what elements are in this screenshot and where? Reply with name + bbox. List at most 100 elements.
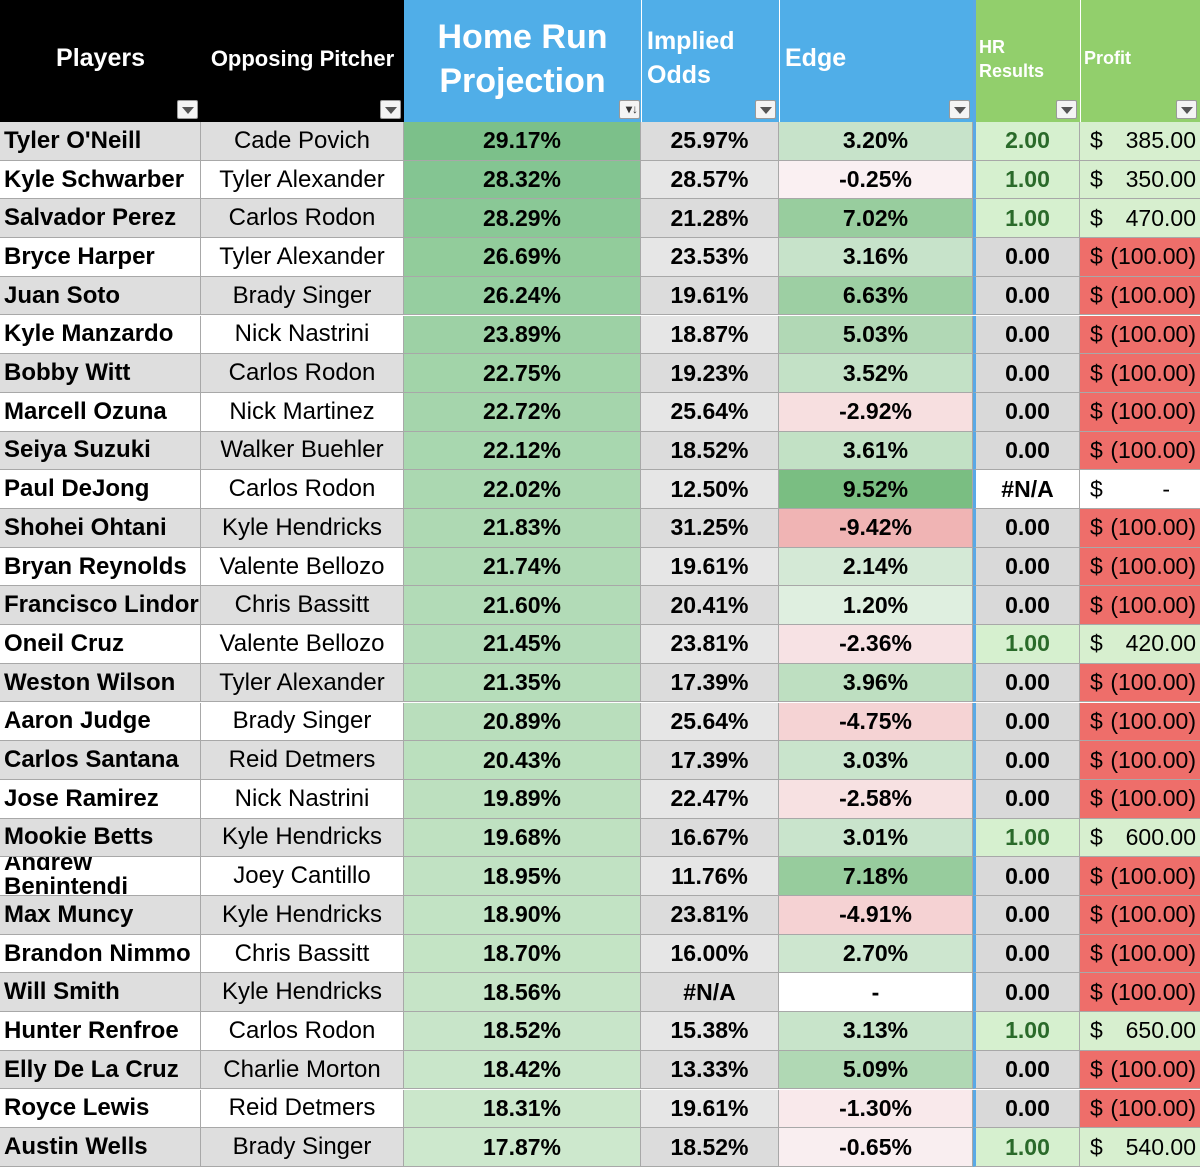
profit-cell[interactable]: $ (100.00) <box>1080 431 1200 471</box>
player-name-cell[interactable]: Aaron Judge <box>0 702 201 742</box>
opposing-pitcher-cell[interactable]: Kyle Hendricks <box>201 818 404 858</box>
profit-cell[interactable]: $ (100.00) <box>1080 276 1200 316</box>
header-edge[interactable]: Edge <box>779 0 973 122</box>
player-name-cell[interactable]: Max Muncy <box>0 896 201 935</box>
edge-cell[interactable]: -2.58% <box>779 779 973 819</box>
profit-cell[interactable]: $ (100.00) <box>1080 509 1200 548</box>
opposing-pitcher-cell[interactable]: Brady Singer <box>201 276 404 316</box>
implied-odds-cell[interactable]: 23.81% <box>641 896 779 935</box>
edge-cell[interactable]: 6.63% <box>779 276 973 316</box>
player-name-cell[interactable]: Oneil Cruz <box>0 625 201 664</box>
implied-odds-cell[interactable]: 13.33% <box>641 1050 779 1090</box>
implied-odds-cell[interactable]: 22.47% <box>641 779 779 819</box>
player-name-cell[interactable]: Bryan Reynolds <box>0 547 201 587</box>
filter-dropdown-button[interactable] <box>177 100 198 119</box>
edge-cell[interactable]: 5.09% <box>779 1050 973 1090</box>
projection-cell[interactable]: 21.35% <box>404 663 641 703</box>
hr-results-cell[interactable]: 0.00 <box>973 238 1080 277</box>
filter-dropdown-button[interactable] <box>1176 100 1197 119</box>
projection-cell[interactable]: 22.75% <box>404 354 641 393</box>
player-name-cell[interactable]: Bryce Harper <box>0 238 201 277</box>
player-name-cell[interactable]: Brandon Nimmo <box>0 934 201 974</box>
header-results[interactable]: HR Results <box>973 0 1080 122</box>
edge-cell[interactable]: 5.03% <box>779 315 973 355</box>
opposing-pitcher-cell[interactable]: Tyler Alexander <box>201 160 404 200</box>
projection-cell[interactable]: 21.74% <box>404 547 641 587</box>
player-name-cell[interactable]: Elly De La Cruz <box>0 1050 201 1090</box>
implied-odds-cell[interactable]: 19.61% <box>641 1089 779 1129</box>
projection-cell[interactable]: 17.87% <box>404 1128 641 1167</box>
projection-cell[interactable]: 18.42% <box>404 1050 641 1090</box>
opposing-pitcher-cell[interactable]: Brady Singer <box>201 702 404 742</box>
edge-cell[interactable]: 1.20% <box>779 586 973 626</box>
profit-cell[interactable]: $385.00 <box>1080 122 1200 161</box>
hr-results-cell[interactable]: 0.00 <box>973 1050 1080 1090</box>
projection-cell[interactable]: 21.45% <box>404 625 641 664</box>
hr-results-cell[interactable]: 0.00 <box>973 586 1080 626</box>
edge-cell[interactable]: -2.36% <box>779 625 973 664</box>
profit-cell[interactable]: $ (100.00) <box>1080 238 1200 277</box>
hr-results-cell[interactable]: 0.00 <box>973 315 1080 355</box>
edge-cell[interactable]: -9.42% <box>779 509 973 548</box>
player-name-cell[interactable]: Jose Ramirez <box>0 779 201 819</box>
opposing-pitcher-cell[interactable]: Tyler Alexander <box>201 238 404 277</box>
player-name-cell[interactable]: Francisco Lindor <box>0 586 201 626</box>
hr-results-cell[interactable]: 1.00 <box>973 625 1080 664</box>
implied-odds-cell[interactable]: 18.52% <box>641 431 779 471</box>
hr-results-cell[interactable]: 0.00 <box>973 663 1080 703</box>
profit-cell[interactable]: $ (100.00) <box>1080 547 1200 587</box>
profit-cell[interactable]: $ (100.00) <box>1080 741 1200 780</box>
header-odds[interactable]: Implied Odds <box>641 0 779 122</box>
edge-cell[interactable]: -0.65% <box>779 1128 973 1167</box>
hr-results-cell[interactable]: 0.00 <box>973 702 1080 742</box>
opposing-pitcher-cell[interactable]: Nick Nastrini <box>201 779 404 819</box>
edge-cell[interactable]: -2.92% <box>779 392 973 432</box>
hr-results-cell[interactable]: 0.00 <box>973 896 1080 935</box>
opposing-pitcher-cell[interactable]: Reid Detmers <box>201 741 404 780</box>
hr-results-cell[interactable]: 1.00 <box>973 199 1080 239</box>
opposing-pitcher-cell[interactable]: Carlos Rodon <box>201 354 404 393</box>
projection-cell[interactable]: 28.32% <box>404 160 641 200</box>
hr-results-cell[interactable]: 2.00 <box>973 122 1080 161</box>
opposing-pitcher-cell[interactable]: Kyle Hendricks <box>201 509 404 548</box>
edge-cell[interactable]: 3.13% <box>779 1012 973 1051</box>
player-name-cell[interactable]: Paul DeJong <box>0 470 201 509</box>
hr-results-cell[interactable]: 0.00 <box>973 547 1080 587</box>
hr-results-cell[interactable]: 0.00 <box>973 392 1080 432</box>
hr-results-cell[interactable]: 1.00 <box>973 1012 1080 1051</box>
projection-cell[interactable]: 26.69% <box>404 238 641 277</box>
projection-cell[interactable]: 22.02% <box>404 470 641 509</box>
profit-cell[interactable]: $ (100.00) <box>1080 1089 1200 1129</box>
profit-cell[interactable]: $650.00 <box>1080 1012 1200 1051</box>
projection-cell[interactable]: 29.17% <box>404 122 641 161</box>
header-pitcher[interactable]: Opposing Pitcher <box>201 0 404 122</box>
implied-odds-cell[interactable]: 25.97% <box>641 122 779 161</box>
hr-results-cell[interactable]: 0.00 <box>973 741 1080 780</box>
filter-dropdown-button[interactable] <box>755 100 776 119</box>
projection-cell[interactable]: 21.83% <box>404 509 641 548</box>
implied-odds-cell[interactable]: 18.87% <box>641 315 779 355</box>
opposing-pitcher-cell[interactable]: Reid Detmers <box>201 1089 404 1129</box>
projection-cell[interactable]: 21.60% <box>404 586 641 626</box>
edge-cell[interactable]: -1.30% <box>779 1089 973 1129</box>
player-name-cell[interactable]: Juan Soto <box>0 276 201 316</box>
player-name-cell[interactable]: Tyler O'Neill <box>0 122 201 161</box>
profit-cell[interactable]: $ (100.00) <box>1080 354 1200 393</box>
opposing-pitcher-cell[interactable]: Valente Bellozo <box>201 625 404 664</box>
hr-results-cell[interactable]: 0.00 <box>973 857 1080 896</box>
hr-results-cell[interactable]: 0.00 <box>973 354 1080 393</box>
edge-cell[interactable]: -4.75% <box>779 702 973 742</box>
hr-results-cell[interactable]: 0.00 <box>973 779 1080 819</box>
player-name-cell[interactable]: Salvador Perez <box>0 199 201 239</box>
projection-cell[interactable]: 19.89% <box>404 779 641 819</box>
hr-results-cell[interactable]: 1.00 <box>973 818 1080 858</box>
implied-odds-cell[interactable]: 19.61% <box>641 547 779 587</box>
player-name-cell[interactable]: Weston Wilson <box>0 663 201 703</box>
player-name-cell[interactable]: Bobby Witt <box>0 354 201 393</box>
header-profit[interactable]: Profit <box>1080 0 1200 122</box>
opposing-pitcher-cell[interactable]: Walker Buehler <box>201 431 404 471</box>
projection-cell[interactable]: 20.43% <box>404 741 641 780</box>
hr-results-cell[interactable]: 0.00 <box>973 973 1080 1013</box>
player-name-cell[interactable]: Will Smith <box>0 973 201 1013</box>
projection-cell[interactable]: 26.24% <box>404 276 641 316</box>
